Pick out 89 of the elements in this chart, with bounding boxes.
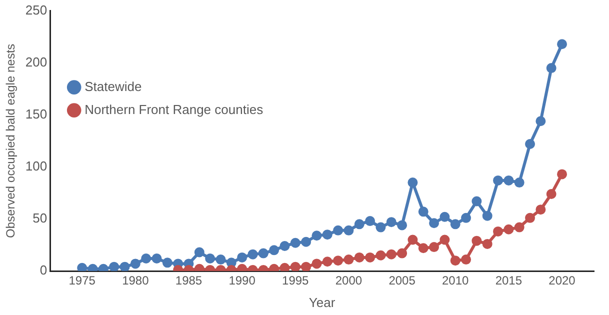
- point: [493, 175, 504, 186]
- point: [301, 262, 312, 271]
- point: [376, 222, 386, 232]
- y-tick-label: 100: [25, 158, 48, 174]
- point: [546, 63, 556, 74]
- point: [397, 248, 408, 258]
- point: [408, 178, 418, 188]
- point: [322, 256, 332, 267]
- point: [482, 238, 492, 249]
- point: [461, 212, 472, 223]
- point: [525, 212, 536, 223]
- point: [408, 234, 418, 245]
- point: [386, 249, 396, 260]
- point: [536, 204, 546, 215]
- point: [333, 256, 344, 266]
- point: [312, 230, 322, 241]
- point: [386, 217, 396, 228]
- point: [440, 234, 450, 245]
- point: [365, 252, 376, 262]
- point: [557, 169, 568, 180]
- point: [290, 262, 300, 271]
- y-tick-label: 150: [25, 106, 48, 122]
- point: [514, 178, 524, 188]
- point: [514, 222, 524, 232]
- x-tick-label: 1980: [122, 274, 150, 288]
- point: [450, 219, 460, 230]
- point: [397, 220, 408, 230]
- point: [322, 230, 332, 240]
- point: [226, 258, 236, 268]
- point: [354, 219, 364, 230]
- point: [258, 248, 268, 258]
- point: [130, 258, 140, 269]
- point: [280, 262, 290, 271]
- point: [450, 256, 460, 266]
- point: [269, 245, 280, 256]
- point: [536, 116, 546, 126]
- point: [237, 252, 248, 262]
- x-tick-label: 1985: [175, 274, 202, 288]
- point: [482, 210, 492, 221]
- x-tick-label: 2020: [548, 274, 576, 288]
- y-tick-label: 250: [25, 2, 48, 18]
- point: [312, 258, 322, 269]
- legend-label: Northern Front Range counties: [84, 102, 264, 117]
- point: [472, 196, 482, 206]
- y-axis-title: Observed occupied bald eagle nests: [4, 44, 18, 238]
- x-axis-title: Year: [308, 294, 336, 310]
- point: [429, 218, 440, 228]
- point: [109, 262, 120, 271]
- point: [141, 254, 152, 264]
- x-tick-label: 1995: [282, 274, 310, 288]
- point: [525, 139, 536, 150]
- y-tick-label: 200: [25, 54, 48, 70]
- point: [418, 206, 428, 217]
- point: [205, 254, 216, 264]
- point: [120, 262, 130, 271]
- x-tick-label: 2000: [335, 274, 362, 288]
- y-tick-label: 50: [32, 210, 48, 226]
- point: [152, 254, 162, 264]
- point: [333, 225, 344, 236]
- point: [344, 254, 354, 265]
- point: [77, 262, 88, 271]
- point: [557, 39, 568, 50]
- point: [504, 224, 514, 234]
- point: [162, 258, 172, 268]
- point: [344, 225, 354, 236]
- point: [290, 238, 300, 248]
- point: [354, 252, 364, 262]
- x-tick-label: 2015: [495, 274, 522, 288]
- point: [301, 236, 312, 247]
- y-tick-label: 0: [40, 262, 48, 278]
- point: [440, 212, 450, 222]
- point: [429, 242, 440, 252]
- point: [216, 254, 226, 265]
- point: [194, 247, 204, 258]
- point: [546, 188, 556, 199]
- legend-label: Statewide: [84, 78, 142, 94]
- point: [376, 250, 386, 260]
- x-tick-label: 1975: [68, 274, 96, 288]
- x-tick-label: 2010: [442, 274, 470, 288]
- point: [493, 226, 504, 236]
- point: [365, 216, 376, 226]
- point: [504, 175, 514, 186]
- point: [461, 254, 472, 265]
- x-tick-label: 1990: [228, 274, 256, 288]
- x-tick-label: 2005: [388, 274, 416, 288]
- point: [280, 241, 290, 252]
- point: [418, 243, 428, 254]
- point: [248, 249, 258, 260]
- point: [472, 236, 482, 246]
